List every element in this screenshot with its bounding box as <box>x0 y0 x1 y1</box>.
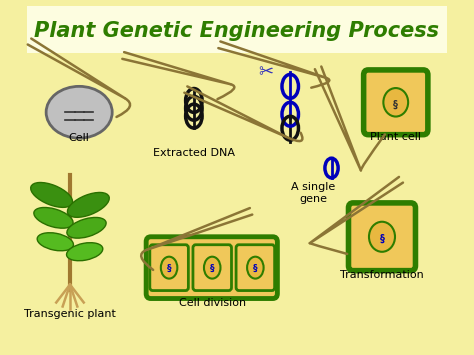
Text: Plant cell: Plant cell <box>370 132 421 142</box>
Ellipse shape <box>204 257 220 279</box>
Text: Extracted DNA: Extracted DNA <box>153 148 235 158</box>
Text: §: § <box>380 234 384 244</box>
Ellipse shape <box>247 257 264 279</box>
Text: Plant Genetic Engineering Process: Plant Genetic Engineering Process <box>35 21 439 40</box>
FancyBboxPatch shape <box>364 70 428 135</box>
Ellipse shape <box>66 243 103 261</box>
Ellipse shape <box>161 257 177 279</box>
Ellipse shape <box>67 192 109 217</box>
Ellipse shape <box>383 88 408 116</box>
Ellipse shape <box>34 207 73 228</box>
Text: Transgenic plant: Transgenic plant <box>24 310 116 320</box>
FancyBboxPatch shape <box>150 245 188 290</box>
FancyBboxPatch shape <box>348 203 416 271</box>
Text: Cell: Cell <box>69 133 90 143</box>
Ellipse shape <box>369 222 395 252</box>
FancyBboxPatch shape <box>146 237 277 299</box>
FancyBboxPatch shape <box>27 6 447 54</box>
Ellipse shape <box>46 86 112 138</box>
Text: A single
gene: A single gene <box>291 182 335 203</box>
Text: Transformation: Transformation <box>340 270 424 280</box>
Ellipse shape <box>67 218 106 238</box>
FancyBboxPatch shape <box>193 245 231 290</box>
Text: §: § <box>393 99 398 109</box>
Text: §: § <box>253 264 258 273</box>
Text: §: § <box>210 264 215 273</box>
FancyBboxPatch shape <box>236 245 274 290</box>
Text: ✂: ✂ <box>258 64 273 81</box>
Text: §: § <box>167 264 172 273</box>
Ellipse shape <box>37 233 73 251</box>
Ellipse shape <box>31 182 73 207</box>
Text: Cell division: Cell division <box>179 297 246 307</box>
